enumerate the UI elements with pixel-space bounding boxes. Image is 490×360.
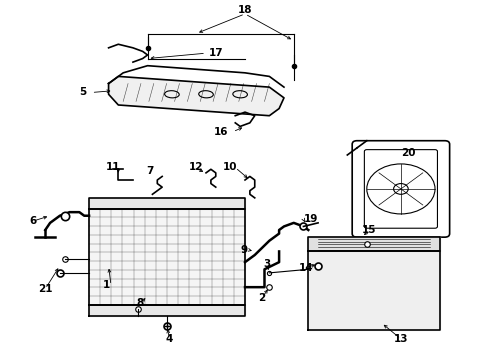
Polygon shape (89, 305, 245, 316)
Text: 14: 14 (298, 262, 313, 273)
Text: 10: 10 (223, 162, 238, 172)
Text: 4: 4 (166, 334, 173, 344)
Text: 6: 6 (29, 216, 37, 226)
Text: 20: 20 (401, 148, 416, 158)
Text: 1: 1 (102, 280, 110, 291)
Text: 8: 8 (137, 298, 144, 308)
Text: 12: 12 (189, 162, 203, 172)
Text: 15: 15 (362, 225, 376, 235)
Text: 18: 18 (238, 5, 252, 15)
Text: 5: 5 (79, 87, 87, 98)
Polygon shape (109, 76, 284, 116)
Text: 9: 9 (240, 245, 247, 255)
Polygon shape (308, 237, 440, 251)
Text: 19: 19 (303, 214, 318, 224)
Text: 11: 11 (106, 162, 121, 172)
Text: 3: 3 (263, 259, 270, 269)
Polygon shape (308, 251, 440, 330)
Polygon shape (89, 208, 245, 305)
Text: 16: 16 (214, 127, 228, 137)
Text: 21: 21 (38, 284, 52, 294)
Circle shape (393, 184, 408, 194)
Text: 2: 2 (258, 293, 266, 303)
Text: 13: 13 (393, 334, 408, 344)
Polygon shape (89, 198, 245, 208)
Text: 7: 7 (147, 166, 154, 176)
Text: 17: 17 (208, 48, 223, 58)
